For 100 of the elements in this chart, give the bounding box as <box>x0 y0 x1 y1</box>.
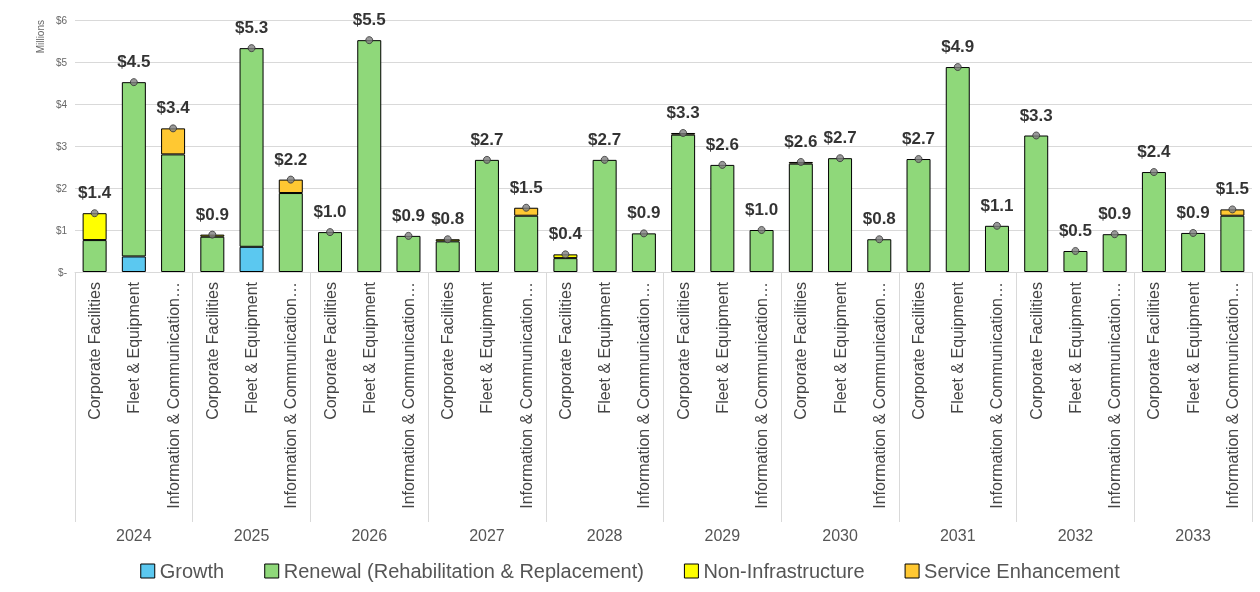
y-axis-title: Millions <box>34 20 46 54</box>
text: $0.9 <box>195 204 229 224</box>
bar <box>592 159 617 272</box>
legend-label: Growth <box>159 560 225 582</box>
point <box>1110 230 1119 239</box>
x-tick-label: Information & Communication… <box>635 282 653 509</box>
x-tick-label: Information & Communication… <box>988 282 1006 509</box>
x-tick-label: Fleet & Equipment <box>478 281 496 414</box>
x-tick-label: Information & Communication… <box>164 282 182 509</box>
point <box>561 250 570 259</box>
x-tick-label: Information & Communication… <box>517 282 535 509</box>
text: $0.8 <box>431 209 465 229</box>
bar <box>631 233 656 272</box>
x-tick-label: Fleet & Equipment <box>596 281 614 414</box>
text: $1.5 <box>509 177 543 197</box>
bar <box>1102 234 1127 272</box>
text: $0.8 <box>862 209 896 229</box>
text: $0.5 <box>1058 221 1092 240</box>
text: $2.7 <box>588 129 622 149</box>
text: $5.5 <box>352 10 386 30</box>
x-tick-label: Corporate Facilities <box>203 282 221 420</box>
text: $1.4 <box>78 183 112 203</box>
text: $3.3 <box>1019 105 1053 125</box>
point <box>1189 228 1198 237</box>
text: $1.5 <box>1215 179 1249 199</box>
bar <box>828 158 853 272</box>
text: $1.1 <box>980 195 1014 215</box>
x-tick-label: Corporate Facilities <box>86 282 104 420</box>
text: 2033 <box>1175 526 1212 544</box>
text: 2028 <box>586 526 623 544</box>
bar <box>318 232 343 272</box>
x-tick-label: Corporate Facilities <box>439 282 457 420</box>
text: $2.6 <box>784 131 818 151</box>
text: 2024 <box>116 526 152 544</box>
x-tick-label: Information & Communication… <box>282 282 300 509</box>
x-tick-label: Fleet & Equipment <box>125 281 143 414</box>
point <box>836 154 845 163</box>
x-tick-label: Fleet & Equipment <box>713 281 731 414</box>
x-tick-label: Information & Communication… <box>870 282 888 509</box>
point <box>326 228 335 237</box>
bar <box>200 236 225 272</box>
point <box>600 155 609 164</box>
text: $0.9 <box>627 203 661 223</box>
x-tick-label: Corporate Facilities <box>674 282 692 420</box>
y-tick-label: $4 <box>55 98 68 110</box>
text: $2.7 <box>901 129 936 149</box>
x-tick-label: Corporate Facilities <box>910 282 928 420</box>
legend-label: Non-Infrastructure <box>703 560 865 582</box>
point <box>718 160 727 169</box>
bar <box>945 67 970 272</box>
point <box>679 128 688 137</box>
point <box>247 44 256 53</box>
y-tick-label: $2 <box>55 182 68 194</box>
text: $3.3 <box>666 102 700 122</box>
point <box>208 230 217 239</box>
x-tick-label: Corporate Facilities <box>321 282 339 420</box>
text: 2031 <box>939 526 976 544</box>
point <box>443 235 452 244</box>
y-tick-label: $5 <box>55 56 68 68</box>
text: 2026 <box>351 526 388 544</box>
bar <box>1024 135 1049 272</box>
bar <box>749 230 774 272</box>
text: $2.7 <box>470 129 504 149</box>
point <box>522 203 531 212</box>
text: $0.9 <box>1176 202 1210 222</box>
y-tick-label: $1 <box>55 224 68 236</box>
text: $2.7 <box>823 128 857 148</box>
text: 2030 <box>822 526 858 544</box>
text: $1.0 <box>745 200 779 219</box>
y-tick-label: $3 <box>55 140 68 152</box>
text: $0.4 <box>548 224 582 244</box>
text: 2025 <box>233 526 270 544</box>
bar <box>788 163 813 272</box>
text: $0.9 <box>391 205 426 225</box>
text: $2.2 <box>274 149 308 169</box>
x-tick-label: Fleet & Equipment <box>1184 281 1202 414</box>
bar <box>906 159 931 272</box>
text: 2029 <box>704 526 741 544</box>
point <box>1149 168 1158 177</box>
text: $2.4 <box>1137 142 1171 162</box>
text: $3.4 <box>156 98 190 118</box>
text: 2032 <box>1057 526 1094 544</box>
bar <box>357 40 382 272</box>
point <box>404 231 413 240</box>
point <box>953 63 962 72</box>
point <box>992 221 1001 230</box>
x-tick-label: Fleet & Equipment <box>949 281 967 414</box>
point <box>169 124 178 133</box>
x-tick-label: Information & Communication… <box>753 282 771 509</box>
x-tick-label: Fleet & Equipment <box>1066 281 1084 414</box>
legend-label: Renewal (Rehabilitation & Replacement) <box>283 560 644 582</box>
bar <box>396 235 421 272</box>
text: $2.6 <box>705 134 739 154</box>
x-tick-label: Information & Communication… <box>399 282 417 509</box>
point <box>796 157 805 166</box>
point <box>757 226 766 234</box>
bar <box>1063 251 1088 272</box>
y-tick-label: $- <box>58 266 67 278</box>
text: $0.9 <box>1098 204 1132 224</box>
point <box>286 175 295 184</box>
